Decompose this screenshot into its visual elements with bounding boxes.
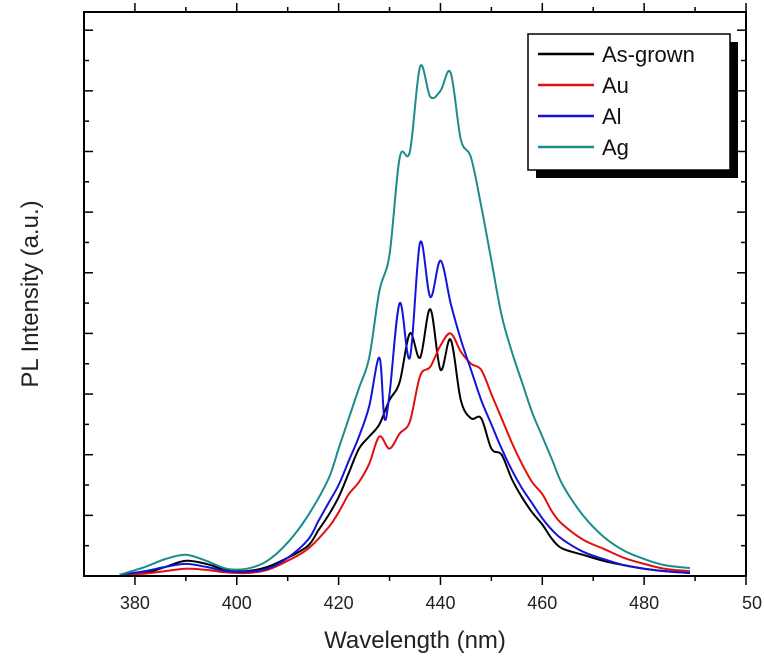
legend-label: As-grown (602, 42, 695, 67)
plot-area (119, 64, 691, 576)
x-tick-labels: 380 400 420 440 460 480 50 (120, 593, 762, 613)
axis-ticks (84, 3, 747, 585)
x-axis-title: Wavelength (nm) (324, 627, 506, 654)
x-tick-label: 420 (324, 593, 354, 613)
legend: As-grown Au Al Ag (527, 33, 738, 178)
x-tick-label: 380 (120, 593, 150, 613)
x-tick-label: 480 (629, 593, 659, 613)
x-tick-label: 440 (425, 593, 455, 613)
x-tick-label: 460 (527, 593, 557, 613)
y-axis-title: PL Intensity (a.u.) (17, 200, 44, 387)
series-line-al (119, 240, 691, 576)
series-line-as-grown (119, 308, 691, 576)
legend-label: Al (602, 104, 622, 129)
series-line-ag (119, 64, 691, 576)
x-tick-label: 400 (222, 593, 252, 613)
legend-label: Ag (602, 135, 629, 160)
plot-frame (83, 11, 747, 577)
legend-label: Au (602, 73, 629, 98)
x-tick-label: 50 (742, 593, 762, 613)
series-line-au (119, 332, 691, 576)
